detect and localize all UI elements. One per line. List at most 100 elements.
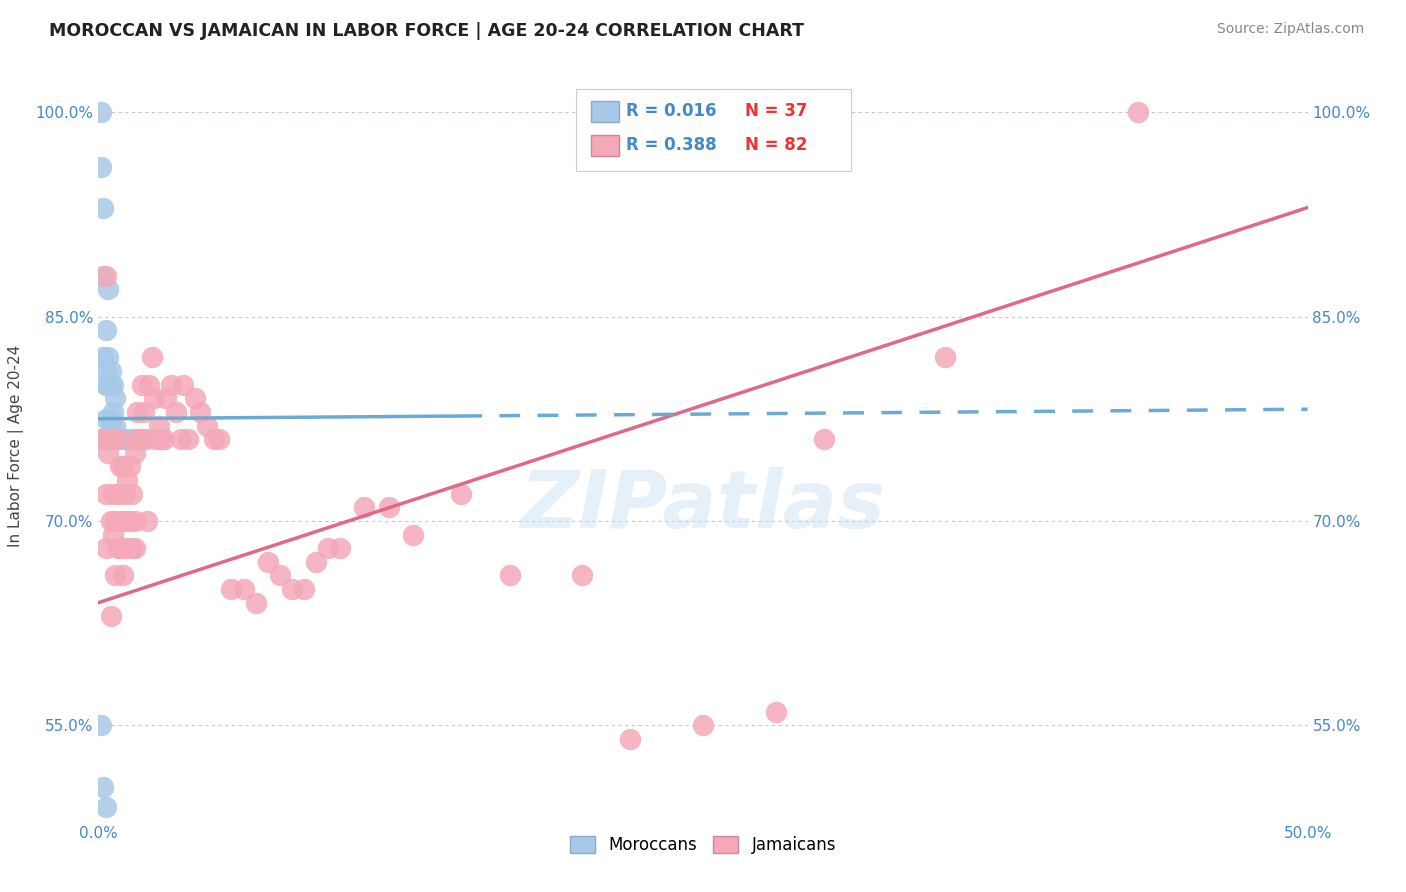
Point xyxy=(104,392,127,406)
Point xyxy=(131,377,153,392)
Point xyxy=(281,582,304,596)
Point xyxy=(104,514,127,528)
Point xyxy=(148,418,170,433)
Point xyxy=(813,432,835,446)
Text: MOROCCAN VS JAMAICAN IN LABOR FORCE | AGE 20-24 CORRELATION CHART: MOROCCAN VS JAMAICAN IN LABOR FORCE | AG… xyxy=(49,22,804,40)
Point xyxy=(91,201,114,215)
Point xyxy=(108,541,131,556)
Point xyxy=(135,514,157,528)
Point xyxy=(97,377,120,392)
Point xyxy=(97,351,120,365)
Point xyxy=(90,160,112,174)
Point xyxy=(316,541,339,556)
Point xyxy=(111,459,134,474)
Text: ZIPatlas: ZIPatlas xyxy=(520,467,886,545)
Point xyxy=(1128,105,1150,120)
Point xyxy=(765,705,787,719)
Point xyxy=(127,405,149,419)
Point xyxy=(165,405,187,419)
Point xyxy=(114,432,136,446)
Point xyxy=(107,486,129,500)
Point xyxy=(91,780,114,794)
Point xyxy=(172,377,194,392)
Point xyxy=(94,541,117,556)
Point xyxy=(127,432,149,446)
Point xyxy=(104,432,127,446)
Point xyxy=(100,377,122,392)
Point xyxy=(97,446,120,460)
Point xyxy=(118,459,141,474)
Point xyxy=(118,514,141,528)
Point xyxy=(934,351,956,365)
Point xyxy=(131,432,153,446)
Point xyxy=(221,582,243,596)
Y-axis label: In Labor Force | Age 20-24: In Labor Force | Age 20-24 xyxy=(8,345,24,547)
Point xyxy=(353,500,375,515)
Point xyxy=(107,432,129,446)
Point xyxy=(101,405,124,419)
Point xyxy=(305,555,328,569)
Point xyxy=(91,268,114,283)
Point xyxy=(97,282,120,296)
Point xyxy=(108,459,131,474)
Point xyxy=(94,486,117,500)
Point xyxy=(108,432,131,446)
Point xyxy=(94,800,117,814)
Point xyxy=(208,432,231,446)
Point xyxy=(450,486,472,500)
Point xyxy=(90,432,112,446)
Text: R = 0.388: R = 0.388 xyxy=(626,136,716,154)
Point xyxy=(232,582,254,596)
Point xyxy=(145,432,167,446)
Point xyxy=(94,411,117,425)
Point xyxy=(177,432,200,446)
Point xyxy=(195,418,218,433)
Point xyxy=(124,446,146,460)
Point xyxy=(90,105,112,120)
Point xyxy=(111,514,134,528)
Point xyxy=(100,432,122,446)
Point xyxy=(111,568,134,582)
Point xyxy=(134,405,156,419)
Point xyxy=(692,718,714,732)
Point xyxy=(245,596,267,610)
Point xyxy=(114,486,136,500)
Point xyxy=(100,609,122,624)
Point xyxy=(619,731,641,746)
Point xyxy=(138,377,160,392)
Point xyxy=(104,418,127,433)
Point xyxy=(124,541,146,556)
Point xyxy=(94,364,117,378)
Point xyxy=(150,432,173,446)
Point xyxy=(377,500,399,515)
Point xyxy=(269,568,291,582)
Point xyxy=(107,541,129,556)
Point xyxy=(160,377,183,392)
Point xyxy=(127,432,149,446)
Point xyxy=(91,351,114,365)
Point xyxy=(90,718,112,732)
Point xyxy=(91,432,114,446)
Point xyxy=(329,541,352,556)
Point xyxy=(402,527,425,541)
Point xyxy=(124,514,146,528)
Point xyxy=(188,405,211,419)
Point xyxy=(101,377,124,392)
Point xyxy=(155,392,177,406)
Legend: Moroccans, Jamaicans: Moroccans, Jamaicans xyxy=(562,830,844,861)
Point xyxy=(100,364,122,378)
Point xyxy=(117,473,139,487)
Point xyxy=(135,432,157,446)
Point xyxy=(114,541,136,556)
Text: N = 82: N = 82 xyxy=(745,136,807,154)
Point xyxy=(571,568,593,582)
Point xyxy=(498,568,520,582)
Point xyxy=(100,514,122,528)
Point xyxy=(91,432,114,446)
Text: Source: ZipAtlas.com: Source: ZipAtlas.com xyxy=(1216,22,1364,37)
Point xyxy=(121,541,143,556)
Point xyxy=(101,527,124,541)
Point xyxy=(94,377,117,392)
Point xyxy=(101,432,124,446)
Point xyxy=(117,514,139,528)
